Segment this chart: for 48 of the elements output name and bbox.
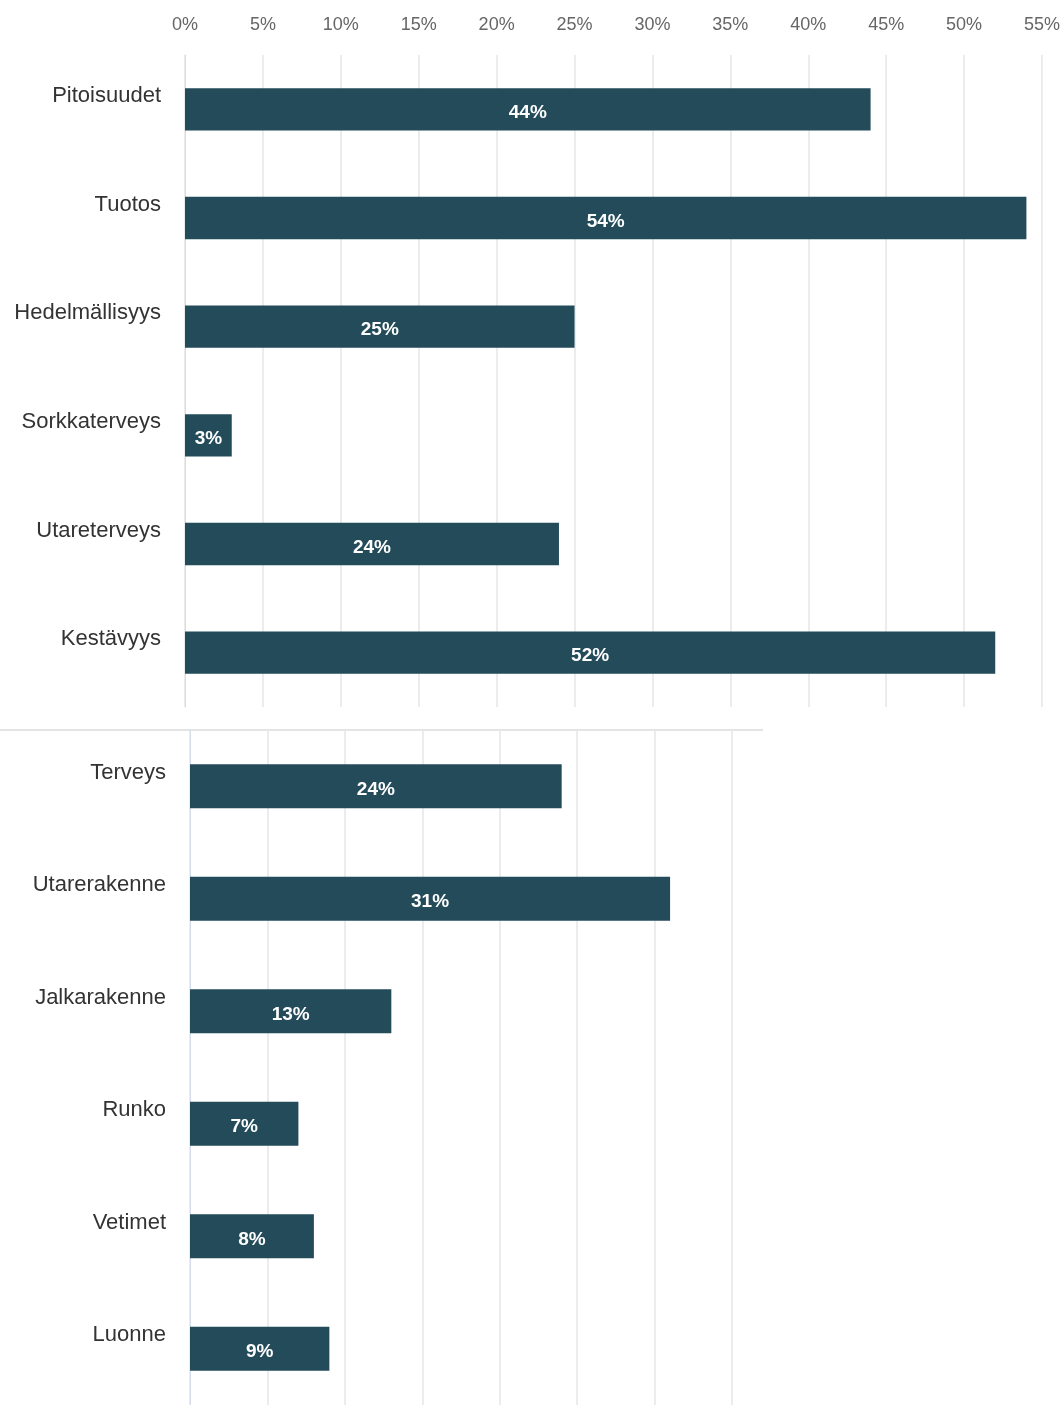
x-tick-label: 5%: [249, 14, 276, 34]
y-tick-label: Jalkarakenne: [35, 983, 166, 1009]
x-tick-label: 20%: [478, 14, 515, 34]
data-label: 31%: [411, 890, 450, 912]
data-label: 24%: [356, 777, 395, 799]
bar: [190, 1101, 299, 1146]
y-tick-label: Sorkkaterveys: [21, 407, 161, 433]
y-tick-label: Runko: [102, 1096, 166, 1122]
bar: [185, 305, 575, 348]
y-tick-label: Pitoisuudet: [52, 81, 161, 107]
x-tick-label: 25%: [556, 14, 593, 34]
bar: [190, 1214, 314, 1259]
data-label: 44%: [508, 100, 547, 122]
data-label: 9%: [245, 1340, 274, 1362]
y-tick-label: Kestävyys: [60, 625, 161, 651]
bar: [185, 522, 559, 566]
data-label: 7%: [230, 1115, 259, 1137]
x-tick-label: 55%: [1023, 14, 1060, 34]
x-tick-label: 45%: [868, 14, 905, 34]
bar: [185, 414, 232, 457]
y-tick-label: Terveys: [90, 758, 166, 784]
bar: [190, 876, 671, 921]
bar: [190, 1326, 330, 1371]
y-tick-label: Hedelmällisyys: [14, 299, 161, 325]
y-tick-label: Tuotos: [94, 190, 161, 216]
x-tick-label: 10%: [322, 14, 359, 34]
y-tick-label: Vetimet: [92, 1208, 166, 1234]
y-tick-label: Utarerakenne: [32, 871, 166, 897]
data-label: 3%: [194, 426, 223, 448]
data-label: 25%: [360, 318, 399, 340]
x-tick-label: 40%: [790, 14, 827, 34]
x-tick-label: 15%: [400, 14, 437, 34]
y-tick-label: Utareterveys: [36, 516, 161, 542]
x-tick-label: 50%: [946, 14, 983, 34]
bar: [185, 88, 871, 131]
data-label: 13%: [271, 1002, 310, 1024]
bar: [185, 196, 1027, 240]
bar: [190, 989, 392, 1034]
data-label: 52%: [571, 644, 610, 666]
data-label: 54%: [586, 209, 625, 231]
data-label: 8%: [238, 1227, 266, 1249]
y-tick-label: Luonne: [92, 1321, 166, 1347]
bar: [190, 764, 562, 809]
x-tick-label: 30%: [634, 14, 671, 34]
data-label: 24%: [352, 535, 392, 557]
bar: [185, 631, 996, 674]
x-tick-label: 0%: [171, 14, 199, 34]
x-tick-label: 35%: [712, 14, 749, 34]
